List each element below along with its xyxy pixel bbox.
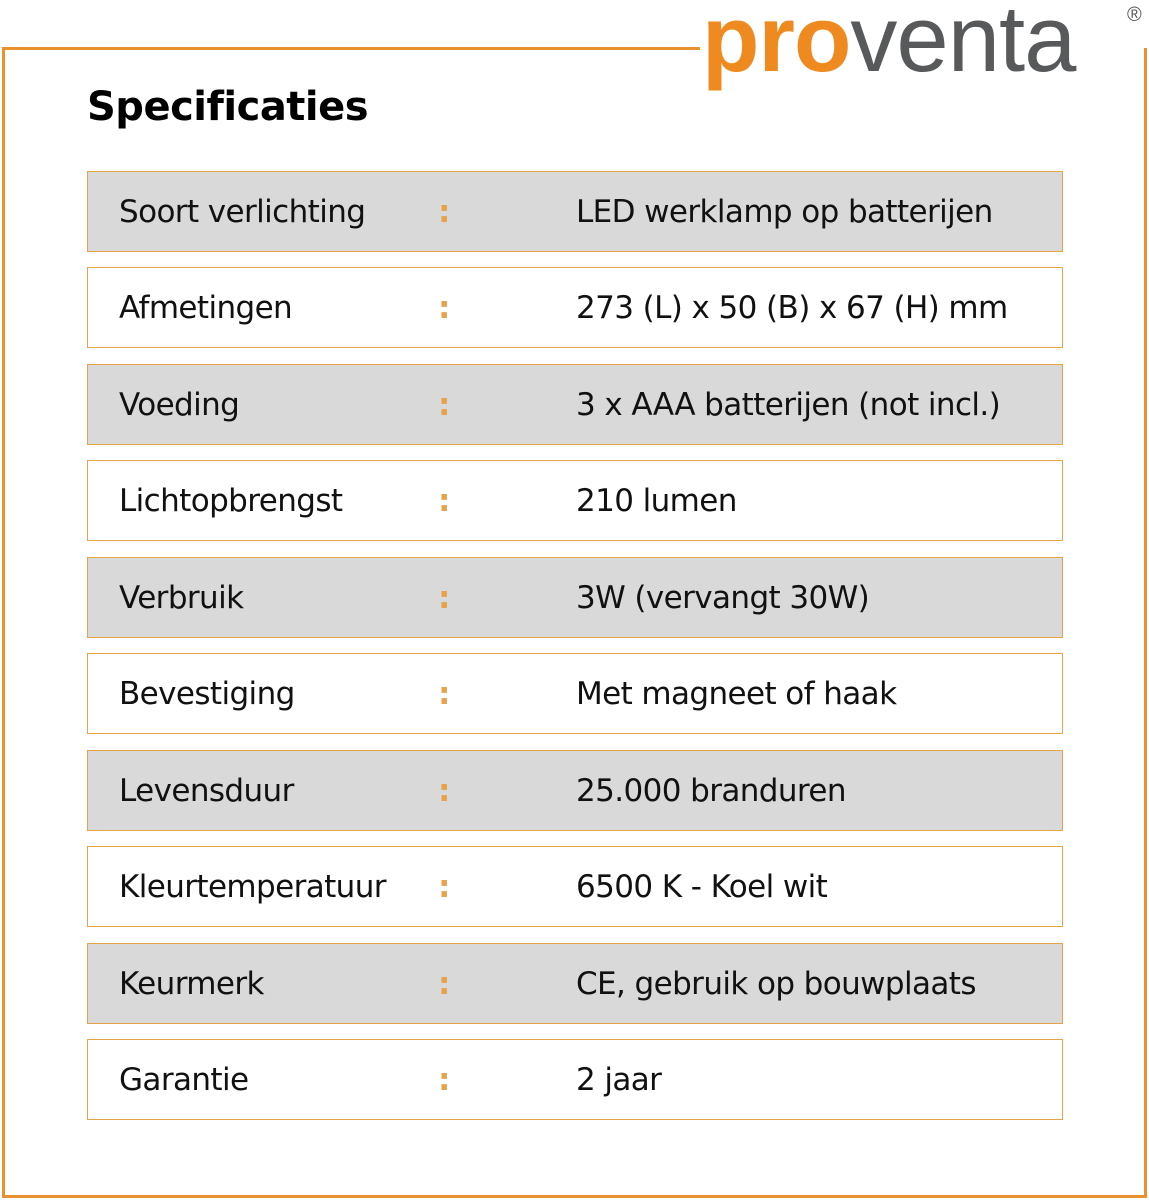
spec-separator: : (438, 1061, 450, 1098)
spec-label: Levensduur (119, 772, 294, 809)
spec-value: 3W (vervangt 30W) (576, 579, 870, 616)
spec-value: CE, gebruik op bouwplaats (576, 965, 977, 1002)
proventa-logo: proventa (702, 0, 1076, 86)
spec-separator: : (438, 289, 450, 326)
spec-label: Verbruik (119, 579, 244, 616)
spec-row: Lichtopbrengst: 210 lumen (87, 460, 1063, 541)
spec-row: Kleurtemperatuur: 6500 K - Koel wit (87, 846, 1063, 927)
spec-row: Verbruik: 3W (vervangt 30W) (87, 557, 1063, 638)
spec-label: Voeding (119, 386, 240, 423)
spec-label: Bevestiging (119, 675, 295, 712)
spec-value: Met magneet of haak (576, 675, 897, 712)
logo-rest: venta (850, 0, 1076, 91)
spec-value: 3 x AAA batterijen (not incl.) (576, 386, 1001, 423)
spec-row: Soort verlichting: LED werklamp op batter… (87, 171, 1063, 252)
spec-value: 25.000 branduren (576, 772, 847, 809)
spec-row: Voeding: 3 x AAA batterijen (not incl.) (87, 364, 1063, 445)
spec-value: 273 (L) x 50 (B) x 67 (H) mm (576, 289, 1008, 326)
spec-label: Garantie (119, 1061, 249, 1098)
frame-border-right (1144, 48, 1147, 1198)
spec-label: Kleurtemperatuur (119, 868, 387, 905)
frame-border-top (2, 47, 700, 50)
page-title: Specificaties (87, 84, 369, 130)
frame-border-bottom (2, 1195, 1147, 1198)
spec-value: 2 jaar (576, 1061, 662, 1098)
spec-separator: : (438, 193, 450, 230)
spec-label: Keurmerk (119, 965, 264, 1002)
logo-accent: pro (702, 0, 851, 91)
spec-separator: : (438, 965, 450, 1002)
spec-value: 210 lumen (576, 482, 737, 519)
spec-value: 6500 K - Koel wit (576, 868, 828, 905)
spec-label: Lichtopbrengst (119, 482, 343, 519)
spec-row: Keurmerk: CE, gebruik op bouwplaats (87, 943, 1063, 1024)
spec-row: Garantie: 2 jaar (87, 1039, 1063, 1120)
spec-label: Soort verlichting (119, 193, 366, 230)
spec-separator: : (438, 386, 450, 423)
spec-row: Afmetingen: 273 (L) x 50 (B) x 67 (H) mm (87, 267, 1063, 348)
spec-separator: : (438, 772, 450, 809)
registered-mark: ® (1127, 4, 1142, 26)
spec-label: Afmetingen (119, 289, 293, 326)
spec-separator: : (438, 868, 450, 905)
spec-separator: : (438, 482, 450, 519)
spec-separator: : (438, 579, 450, 616)
spec-row: Levensduur: 25.000 branduren (87, 750, 1063, 831)
spec-separator: : (438, 675, 450, 712)
spec-value: LED werklamp op batterijen (576, 193, 993, 230)
frame-border-left (2, 47, 5, 1198)
spec-row: Bevestiging: Met magneet of haak (87, 653, 1063, 734)
